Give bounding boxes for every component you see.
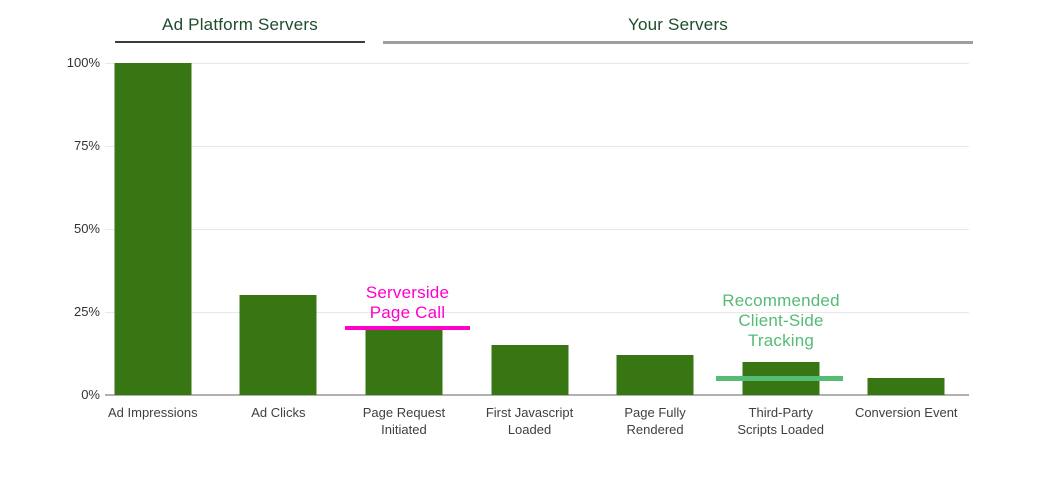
x-axis-baseline <box>105 394 969 396</box>
x-tick-label: Third-Party Scripts Loaded <box>737 405 825 437</box>
annotation-serverside-marker-line <box>345 326 470 330</box>
y-tick-label: 25% <box>73 304 100 319</box>
bar-series <box>90 63 969 395</box>
bar-slot <box>592 63 718 395</box>
bar-slot <box>90 63 216 395</box>
annotation-client-side-marker-line <box>716 376 843 381</box>
bar-slot <box>843 63 969 395</box>
bar-first-javascript-loaded <box>491 345 569 395</box>
bar-ad-clicks <box>239 295 317 395</box>
annotation-recommended-client-side-tracking: Recommended Client-Side Tracking <box>722 291 840 350</box>
x-tick-label: Page Fully Rendered <box>624 405 686 437</box>
group-header-label: Ad Platform Servers <box>162 15 318 34</box>
y-tick-label: 50% <box>73 221 100 236</box>
group-header-underline <box>115 41 365 43</box>
group-header-ad-platform-servers: Ad Platform Servers <box>115 13 365 43</box>
bar-slot <box>216 63 342 395</box>
gridline-50 <box>105 229 969 230</box>
bar-slot <box>467 63 593 395</box>
x-tick-label: Ad Impressions <box>107 405 198 420</box>
y-tick-label: 0% <box>81 387 100 402</box>
x-axis-labels: Ad Impressions Ad Clicks Page Request In… <box>90 404 969 438</box>
x-tick-label: Ad Clicks <box>251 405 306 420</box>
x-tick-label: Conversion Event <box>854 405 958 420</box>
y-axis: 100% 75% 50% 25% 0% <box>20 0 100 484</box>
x-tick-label: First Javascript Loaded <box>485 405 574 437</box>
bar-slot <box>341 63 467 395</box>
gridline-100 <box>105 63 969 64</box>
group-header-your-servers: Your Servers <box>383 13 973 44</box>
bar-page-fully-rendered <box>616 355 694 395</box>
bar-page-request-initiated <box>365 328 443 395</box>
group-header-underline <box>383 41 973 44</box>
x-tick-label: Page Request Initiated <box>362 405 446 437</box>
plot-area <box>90 63 969 396</box>
gridline-25 <box>105 312 969 313</box>
gridline-75 <box>105 146 969 147</box>
bar-conversion-event <box>867 378 945 395</box>
annotation-serverside-page-call: Serverside Page Call <box>365 283 450 322</box>
y-tick-label: 75% <box>73 138 100 153</box>
group-header-label: Your Servers <box>627 15 729 34</box>
bar-ad-impressions <box>114 63 192 395</box>
y-tick-label: 100% <box>66 55 100 70</box>
